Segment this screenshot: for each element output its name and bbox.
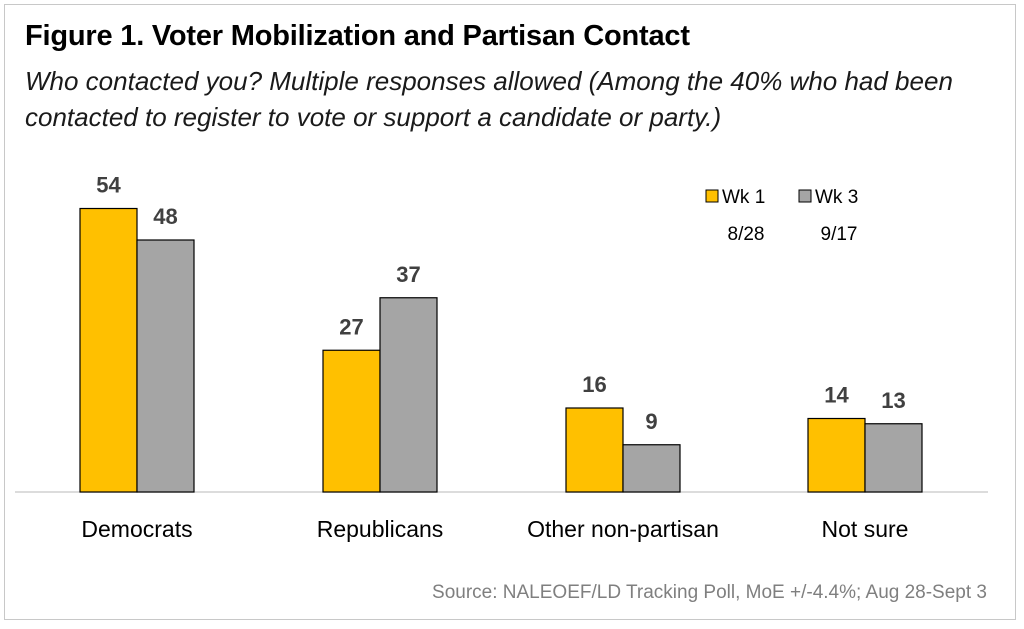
bar-wk3 bbox=[622, 444, 681, 493]
data-label: 14 bbox=[824, 383, 849, 408]
chart-title: Figure 1. Voter Mobilization and Partisa… bbox=[25, 20, 690, 52]
bar-wk1 bbox=[807, 417, 866, 493]
legend-swatch-wk3 bbox=[798, 189, 812, 203]
data-label: 16 bbox=[582, 372, 606, 397]
category-label: Democrats bbox=[81, 516, 192, 542]
data-label: 13 bbox=[881, 388, 905, 413]
bar-wk1 bbox=[322, 349, 381, 493]
data-label: 54 bbox=[96, 173, 121, 198]
bar-wk3 bbox=[136, 239, 195, 493]
category-label: Not sure bbox=[822, 516, 909, 542]
category-label: Other non-partisan bbox=[527, 516, 719, 542]
data-label: 27 bbox=[339, 314, 363, 339]
chart-subtitle: Who contacted you? Multiple responses al… bbox=[25, 66, 953, 132]
legend-label: Wk 3 bbox=[815, 187, 858, 208]
bar-wk3 bbox=[379, 297, 438, 493]
category-label: Republicans bbox=[317, 516, 444, 542]
legend-date: 8/28 bbox=[728, 224, 765, 245]
legend-date: 9/17 bbox=[821, 224, 858, 245]
data-label: 37 bbox=[396, 262, 420, 287]
chart-frame: Figure 1. Voter Mobilization and Partisa… bbox=[4, 4, 1016, 620]
bar-wk1 bbox=[565, 407, 624, 493]
bar-wk1 bbox=[79, 207, 138, 493]
bar-wk3 bbox=[864, 423, 923, 493]
data-label: 9 bbox=[645, 409, 657, 434]
data-label: 48 bbox=[153, 204, 177, 229]
legend-label: Wk 1 bbox=[722, 187, 765, 208]
legend-swatch-wk1 bbox=[705, 189, 719, 203]
source-note: Source: NALEOEF/LD Tracking Poll, MoE +/… bbox=[432, 582, 987, 603]
